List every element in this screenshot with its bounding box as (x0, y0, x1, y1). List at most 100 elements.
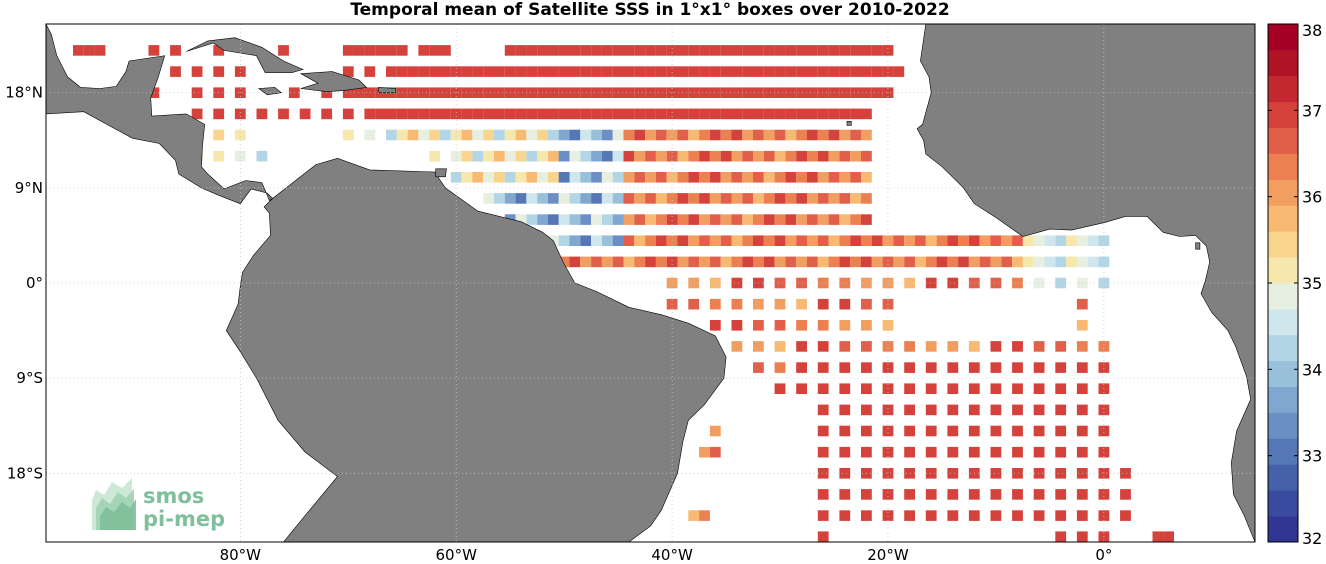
sss-cell (1012, 277, 1023, 289)
sss-cell (504, 172, 516, 183)
sss-cell (580, 45, 592, 56)
sss-cell (580, 235, 592, 246)
sss-cell (1098, 404, 1110, 416)
sss-cell (893, 235, 905, 246)
sss-cell (796, 277, 807, 289)
sss-cell (785, 256, 797, 268)
sss-cell (601, 108, 613, 120)
sss-cell (612, 193, 624, 204)
sss-cell (526, 129, 538, 141)
land-jamaica (257, 87, 283, 96)
sss-cell (645, 256, 656, 268)
sss-cell (709, 298, 721, 310)
sss-cell (839, 172, 851, 183)
sss-cell (548, 193, 559, 204)
sss-cell (763, 45, 775, 56)
sss-cell (515, 214, 527, 225)
sss-cell (526, 150, 538, 162)
sss-cell (796, 362, 807, 373)
sss-cell (925, 446, 937, 458)
sss-cell (634, 235, 646, 246)
sss-cell (688, 108, 700, 120)
sss-cell (569, 150, 581, 162)
sss-cell (1055, 446, 1067, 458)
sss-cell (753, 45, 764, 56)
sss-cell (709, 320, 721, 331)
sss-cell (677, 108, 689, 120)
sss-cell (828, 172, 840, 183)
sss-cell (990, 235, 1002, 246)
sss-cell (526, 193, 538, 204)
sss-cell (839, 383, 851, 394)
sss-cell (580, 87, 592, 98)
sss-cell (234, 129, 246, 141)
sss-cell (591, 235, 602, 246)
sss-cell (1033, 235, 1045, 246)
sss-cell (569, 66, 581, 77)
sss-cell (699, 172, 710, 183)
sss-cell (655, 193, 667, 204)
sss-cell (979, 235, 991, 246)
sss-cell (839, 129, 851, 141)
colorbar-segment (1268, 490, 1298, 517)
sss-cell (709, 129, 721, 141)
sss-grid-cells (73, 45, 1174, 542)
sss-cell (774, 129, 786, 141)
colorbar-segment (1268, 334, 1298, 362)
sss-cell (882, 277, 894, 289)
sss-cell (569, 193, 581, 204)
sss-cell (774, 214, 786, 225)
sss-cell (742, 45, 754, 56)
sss-cell (990, 404, 1002, 416)
sss-cell (1098, 256, 1110, 268)
sss-cell (817, 108, 829, 120)
sss-cell (558, 172, 570, 183)
sss-cell (839, 320, 851, 331)
sss-cell (1012, 341, 1023, 352)
sss-cell (472, 129, 484, 141)
sss-cell (504, 108, 516, 120)
sss-cell (1012, 489, 1023, 500)
sss-cell (861, 383, 872, 394)
sss-cell (893, 256, 905, 268)
sss-cell (731, 87, 743, 98)
sss-cell (753, 108, 764, 120)
sss-cell (699, 256, 710, 268)
sss-cell (861, 362, 872, 373)
sss-cell (947, 383, 959, 394)
sss-cell (655, 66, 667, 77)
sss-cell (321, 108, 333, 120)
sss-cell (418, 66, 430, 77)
sss-cell (828, 235, 840, 246)
sss-cell (494, 129, 505, 141)
sss-cell (753, 298, 764, 310)
sss-cell (839, 87, 851, 98)
lat-tick-label: 18°S (7, 464, 43, 482)
colorbar-ticks: 38 37 36 35 34 33 32 (1268, 21, 1322, 548)
longitude-tick-labels: 80°W 60°W 40°W 20°W 0° (220, 546, 1113, 564)
sss-cell (396, 129, 408, 141)
sss-cell (785, 235, 797, 246)
sss-cell (1098, 425, 1110, 437)
sss-cell (375, 108, 386, 120)
sss-cell (1076, 383, 1088, 394)
sss-cell (429, 45, 440, 56)
sss-cell (396, 108, 408, 120)
sss-cell (645, 214, 656, 225)
sss-cell (817, 235, 829, 246)
sss-cell (688, 277, 700, 289)
sss-cell (386, 66, 397, 77)
sss-cell (807, 214, 818, 225)
lat-tick-label: 18°N (5, 84, 43, 102)
sss-cell (645, 45, 656, 56)
sss-cell (1033, 341, 1045, 352)
sss-cell (548, 129, 559, 141)
sss-cell (1055, 341, 1067, 352)
sss-cell (1012, 510, 1023, 521)
sss-cell (839, 425, 851, 437)
sss-cell (504, 45, 516, 56)
sss-cell (1076, 256, 1088, 268)
sss-cell (699, 87, 710, 98)
sss-cell (569, 45, 581, 56)
sss-cell (655, 87, 667, 98)
